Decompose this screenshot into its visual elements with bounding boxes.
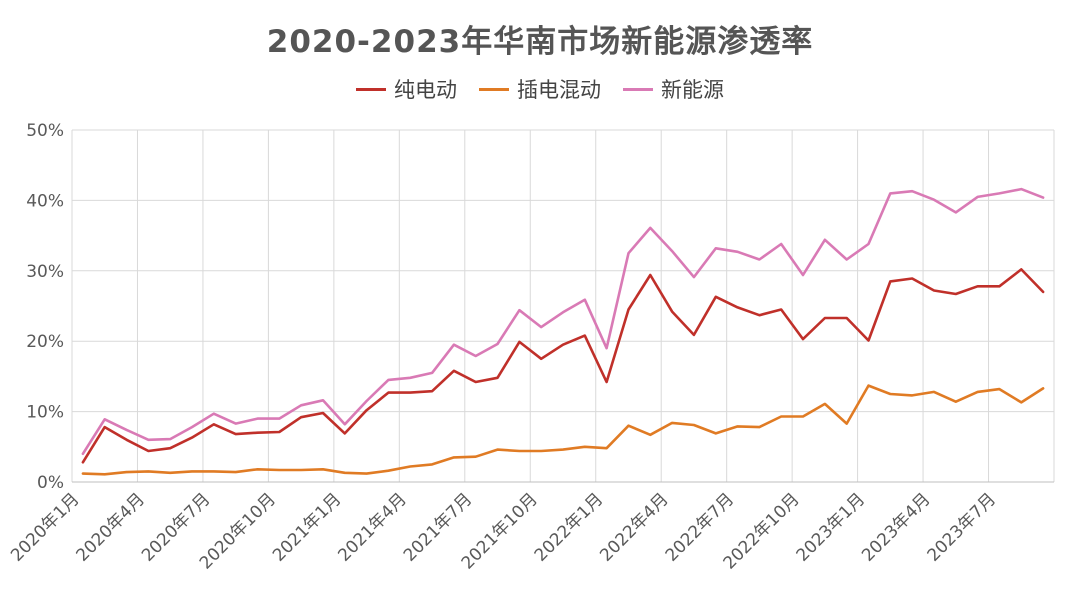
- legend: 纯电动 插电混动 新能源: [0, 74, 1080, 104]
- y-tick-label: 30%: [26, 262, 64, 282]
- legend-item-phev: 插电混动: [479, 74, 601, 104]
- series-line-nev: [81, 187, 1045, 456]
- chart-title: 2020-2023年华南市场新能源渗透率: [266, 24, 814, 60]
- legend-item-bev: 纯电动: [356, 74, 457, 104]
- y-tick-label: 50%: [26, 121, 64, 141]
- legend-label-phev: 插电混动: [517, 78, 601, 102]
- x-tick-label: 2023年7月: [924, 489, 1000, 565]
- legend-swatch-bev: [356, 87, 386, 91]
- legend-label-bev: 纯电动: [394, 78, 457, 102]
- y-tick-label: 10%: [26, 403, 64, 423]
- legend-swatch-nev: [623, 87, 653, 91]
- x-tick-label: 2022年1月: [531, 489, 607, 565]
- legend-swatch-phev: [479, 87, 509, 91]
- x-tick-label: 2020年1月: [7, 489, 83, 565]
- legend-label-nev: 新能源: [661, 78, 724, 102]
- x-tick-label: 2022年4月: [596, 489, 672, 565]
- legend-item-nev: 新能源: [623, 74, 724, 104]
- series-line-bev: [81, 268, 1045, 464]
- series-line-phev: [81, 384, 1045, 476]
- y-tick-label: 40%: [26, 191, 64, 211]
- y-tick-label: 20%: [26, 332, 64, 352]
- x-tick-label: 2023年4月: [858, 489, 934, 565]
- y-tick-label: 0%: [37, 473, 64, 493]
- x-tick-label: 2020年4月: [73, 489, 149, 565]
- x-tick-label: 2023年1月: [793, 489, 869, 565]
- x-tick-label: 2021年1月: [269, 489, 345, 565]
- x-tick-label: 2021年4月: [334, 489, 410, 565]
